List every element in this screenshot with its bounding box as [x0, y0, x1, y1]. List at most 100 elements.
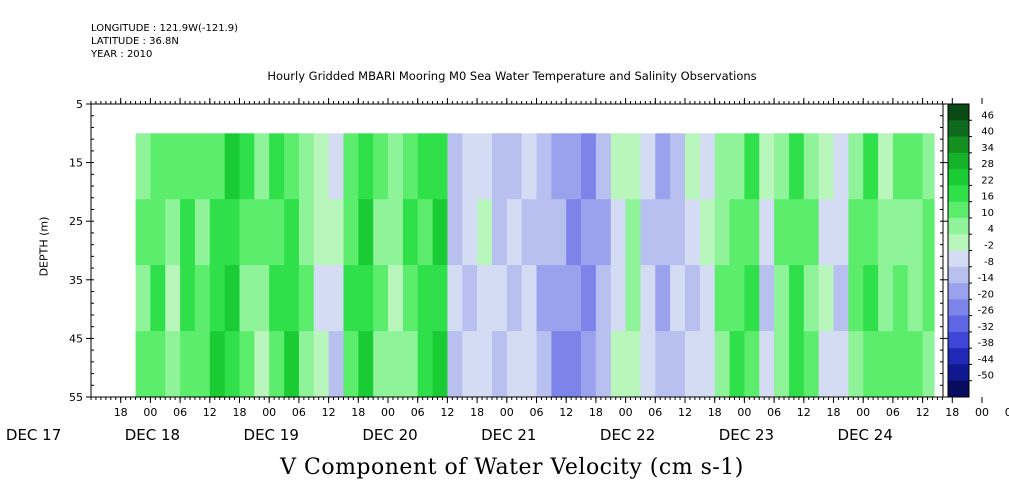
hour-tick-label: 06 — [886, 406, 900, 419]
heatmap-cell — [759, 199, 775, 266]
hour-tick-label: 18 — [233, 406, 247, 419]
heatmap-cell — [581, 331, 597, 398]
heatmap-cell — [388, 331, 404, 398]
heatmap-cell — [477, 199, 493, 266]
hour-tick-label: 06 — [292, 406, 306, 419]
heatmap-cell — [670, 199, 686, 266]
heatmap-cell — [194, 199, 211, 266]
colorbar-swatch — [948, 315, 969, 333]
heatmap-cell — [343, 331, 359, 398]
heatmap-cell — [506, 199, 523, 266]
heatmap-cell — [774, 331, 790, 398]
x-axis-label: V Component of Water Velocity (cm s-1) — [280, 455, 744, 480]
heatmap-cell — [432, 265, 449, 332]
heatmap-cell — [284, 199, 300, 266]
heatmap-cell — [239, 331, 255, 398]
heatmap-cell — [165, 199, 181, 266]
heatmap-cell — [254, 133, 270, 200]
colorbar-swatch — [948, 217, 969, 235]
hour-tick-label: 00 — [975, 406, 989, 419]
day-label: DEC 22 — [600, 426, 655, 444]
heatmap-cell — [388, 199, 404, 266]
heatmap-cell — [907, 133, 924, 200]
colorbar-swatch — [948, 152, 969, 170]
heatmap-cell — [566, 265, 582, 332]
day-label: DEC 23 — [719, 426, 774, 444]
heatmap-cell — [922, 265, 935, 332]
heatmap-cell — [670, 331, 686, 398]
hour-tick-label: 00 — [262, 406, 276, 419]
heatmap-cell — [284, 133, 300, 200]
heatmap-cell — [209, 265, 226, 332]
heatmap-cell — [774, 133, 790, 200]
heatmap-cell — [863, 133, 879, 200]
heatmap-cell — [447, 265, 463, 332]
colorbar-swatch — [948, 201, 969, 219]
heatmap-cell — [298, 265, 315, 332]
colorbar-swatch — [948, 266, 969, 284]
heatmap-cell — [506, 265, 523, 332]
heatmap-cell — [432, 199, 449, 266]
heatmap-cell — [388, 265, 404, 332]
heatmap-cell — [878, 199, 894, 266]
heatmap-cell — [699, 199, 716, 266]
heatmap-cell — [922, 133, 935, 200]
heatmap-cell — [239, 133, 255, 200]
heatmap-cell — [581, 265, 597, 332]
heatmap-cell — [536, 331, 552, 398]
colorbar-swatch — [948, 185, 969, 203]
colorbar-label: 22 — [981, 175, 994, 186]
heatmap-cell — [907, 199, 924, 266]
colorbar-swatch — [948, 380, 969, 398]
heatmap-cell — [848, 133, 864, 200]
day-label: DEC 21 — [481, 426, 536, 444]
heatmap-cell — [685, 265, 701, 332]
heatmap-cell — [581, 199, 597, 266]
heatmap-cell — [833, 133, 849, 200]
hour-tick-label: 00 — [500, 406, 514, 419]
hour-tick-label: 18 — [589, 406, 603, 419]
colorbar-label: 34 — [981, 143, 994, 154]
heatmap-cell — [462, 133, 478, 200]
heatmap-cell — [313, 133, 330, 200]
heatmap-cell — [254, 265, 270, 332]
heatmap-cell — [402, 133, 419, 200]
heatmap-cell — [224, 133, 241, 200]
heatmap-cell — [224, 331, 241, 398]
heatmap-cell — [892, 199, 909, 266]
heatmap-cell — [536, 133, 552, 200]
heatmap-cell — [491, 331, 508, 398]
hour-tick-label: 06 — [1005, 406, 1009, 419]
hour-tick-label: 12 — [916, 406, 930, 419]
heatmap-cell — [699, 331, 716, 398]
colorbar-swatch — [948, 364, 969, 382]
colorbar-label: -14 — [978, 273, 994, 284]
heatmap-cell — [744, 199, 760, 266]
y-tick-label: 55 — [69, 391, 83, 404]
heatmap-cell — [165, 133, 181, 200]
heatmap-cell — [209, 133, 226, 200]
heatmap-cell — [625, 331, 642, 398]
heatmap-cell — [209, 331, 226, 398]
colorbar-label: -32 — [978, 322, 994, 333]
hour-tick-label: 12 — [797, 406, 811, 419]
heatmap-cell — [180, 199, 196, 266]
colorbar-label: -2 — [984, 241, 994, 252]
heatmap-cell — [655, 199, 671, 266]
day-label: DEC 18 — [125, 426, 180, 444]
heatmap-cell — [640, 199, 656, 266]
heatmap-cell — [655, 265, 671, 332]
heatmap-cell — [625, 199, 642, 266]
heatmap-cell — [610, 133, 627, 200]
heatmap-cell — [610, 265, 627, 332]
heatmap-cell — [521, 133, 538, 200]
heatmap-cell — [625, 265, 642, 332]
heatmap-cell — [566, 133, 582, 200]
colorbar-label: -8 — [984, 257, 994, 268]
heatmap-cell — [150, 199, 166, 266]
hour-tick-label: 00 — [619, 406, 633, 419]
year-label: YEAR : 2010 — [91, 49, 153, 60]
heatmap-cell — [625, 133, 642, 200]
heatmap-cell — [803, 133, 820, 200]
